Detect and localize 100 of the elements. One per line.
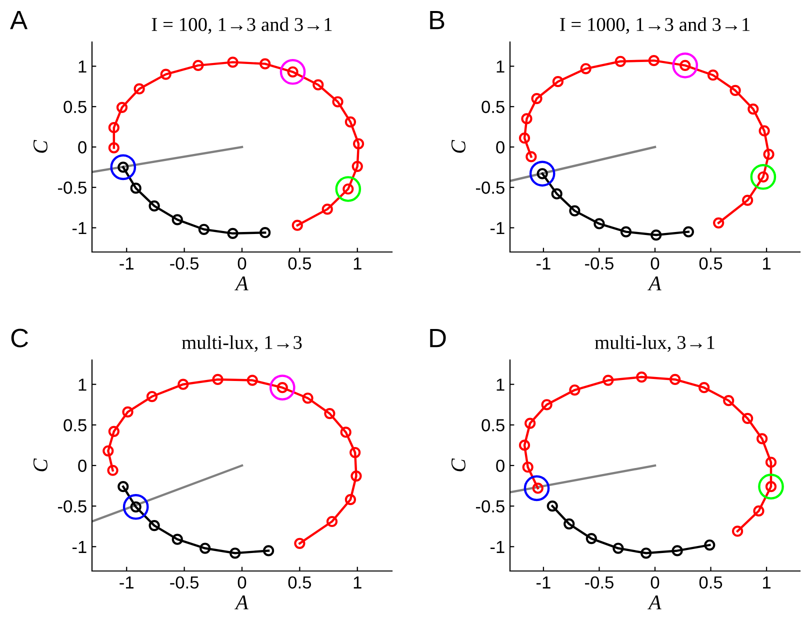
point xyxy=(160,68,172,80)
point xyxy=(312,79,324,90)
x-tick-label: -0.5 xyxy=(170,576,199,589)
x-tick-label: -0.5 xyxy=(170,257,199,270)
text: D xyxy=(430,328,446,348)
point xyxy=(302,392,314,404)
y-tick-label: -1 xyxy=(490,541,504,553)
y-tick-label: -0.5 xyxy=(476,500,504,513)
y-tick-label: -0.5 xyxy=(58,182,86,194)
point xyxy=(280,58,306,85)
y-tick-label: 0.5 xyxy=(64,419,86,432)
point xyxy=(704,539,716,551)
text: C xyxy=(11,328,28,348)
x-axis-title: A xyxy=(648,596,662,610)
x-tick-label: 1 xyxy=(354,258,362,270)
point xyxy=(352,138,364,150)
point xyxy=(110,154,136,180)
point xyxy=(260,227,271,238)
x-axis-title: A xyxy=(234,596,248,610)
point xyxy=(350,446,361,458)
point xyxy=(122,406,134,418)
point xyxy=(178,378,189,390)
point xyxy=(326,516,338,528)
point xyxy=(742,194,754,206)
y-tick-label: 1 xyxy=(496,378,504,391)
point xyxy=(763,148,774,160)
point xyxy=(594,218,605,230)
y-tick-label: 0.5 xyxy=(482,419,504,432)
y-axis-title: C xyxy=(451,140,466,153)
point xyxy=(118,481,129,492)
point xyxy=(294,538,306,549)
point xyxy=(260,58,271,70)
point xyxy=(636,371,648,383)
y-tick-label: -0.5 xyxy=(476,182,504,194)
point xyxy=(552,76,564,88)
y-tick-label: -1 xyxy=(72,541,86,553)
x-tick-label: 0 xyxy=(650,576,660,589)
point xyxy=(707,70,719,81)
point xyxy=(350,470,362,482)
point xyxy=(551,188,562,200)
point xyxy=(586,532,597,544)
point xyxy=(614,56,626,67)
x-tick-label: 0.5 xyxy=(288,576,312,589)
point xyxy=(569,205,580,216)
chart-title: I = 1000, 1→3 and 3→1 xyxy=(560,17,750,34)
point xyxy=(753,505,764,517)
point xyxy=(698,382,710,394)
text: A xyxy=(10,10,28,30)
point xyxy=(269,374,296,401)
point xyxy=(758,474,784,500)
point xyxy=(526,151,537,162)
y-tick-label: -1 xyxy=(490,222,504,234)
point xyxy=(148,520,160,532)
point xyxy=(172,214,183,226)
point xyxy=(723,395,734,406)
y-tick-label: 0 xyxy=(78,141,86,154)
point xyxy=(640,548,652,559)
y-tick-label: 0.5 xyxy=(482,100,504,114)
point xyxy=(335,176,362,202)
point xyxy=(650,229,662,241)
point xyxy=(521,113,532,124)
point xyxy=(200,542,211,554)
point xyxy=(529,160,556,187)
point xyxy=(672,545,683,556)
point xyxy=(324,408,336,420)
point xyxy=(107,464,118,476)
x-tick-label: 0.5 xyxy=(699,576,722,589)
x-tick-label: 0 xyxy=(650,257,660,270)
point xyxy=(344,494,356,506)
point xyxy=(546,500,558,512)
point xyxy=(713,217,724,228)
point xyxy=(198,224,210,235)
point xyxy=(340,426,352,438)
point xyxy=(541,399,552,410)
point xyxy=(564,518,575,530)
x-tick-label: 0.5 xyxy=(699,257,722,270)
point xyxy=(134,83,145,94)
point xyxy=(108,122,120,134)
point xyxy=(580,63,592,74)
point xyxy=(146,390,158,402)
y-tick-label: 1 xyxy=(496,60,504,73)
point xyxy=(246,374,258,386)
point xyxy=(322,204,333,215)
y-tick-label: 0 xyxy=(496,460,504,472)
point xyxy=(227,228,238,239)
point xyxy=(531,92,542,104)
point xyxy=(670,374,681,386)
x-tick-label: 0 xyxy=(238,257,246,270)
chart-title: multi-lux, 3→1 xyxy=(594,335,714,352)
point xyxy=(230,548,241,559)
point xyxy=(524,418,536,429)
x-tick-label: 1 xyxy=(763,576,771,588)
x-tick-label: -0.5 xyxy=(585,257,614,270)
x-tick-label: 1 xyxy=(354,576,362,588)
point xyxy=(748,103,759,115)
y-tick-label: 1 xyxy=(78,60,86,73)
x-tick-label: -1 xyxy=(536,576,550,588)
chart-title: I = 100, 1→3 and 3→1 xyxy=(152,17,332,34)
point xyxy=(602,374,614,386)
x-tick-label: -1 xyxy=(120,576,134,588)
